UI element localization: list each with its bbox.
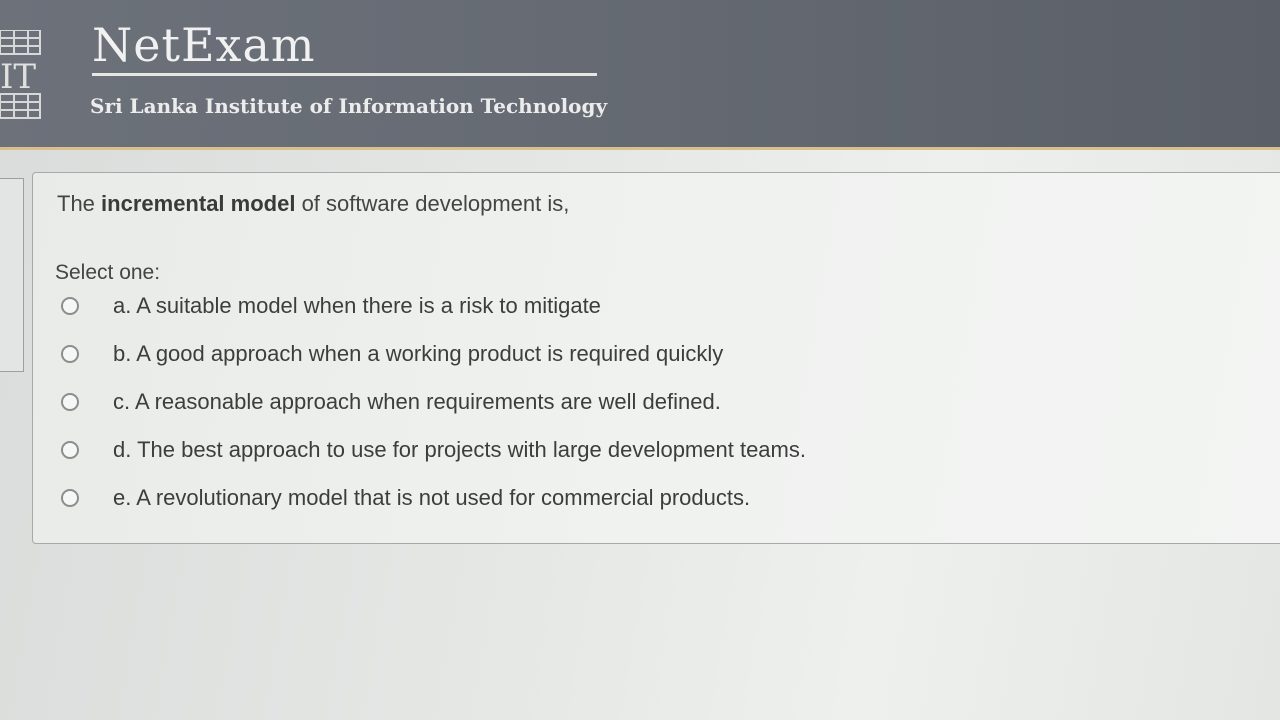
question-text: The incremental model of software develo… <box>57 191 569 217</box>
answer-option-b[interactable]: b. A good approach when a working produc… <box>61 339 723 369</box>
app-header: IT NetExam Sri Lanka Institute of Inform… <box>0 0 1280 150</box>
answer-option-label[interactable]: b. A good approach when a working produc… <box>113 341 724 366</box>
answer-option-label[interactable]: d. The best approach to use for projects… <box>113 437 806 462</box>
answer-option-label[interactable]: a. A suitable model when there is a risk… <box>113 293 601 318</box>
answer-option-label[interactable]: c. A reasonable approach when requiremen… <box>113 389 721 414</box>
select-one-label: Select one: <box>55 261 161 284</box>
brand-divider <box>92 73 597 76</box>
answer-option-e[interactable]: e. A revolutionary model that is not use… <box>61 483 750 513</box>
radio-button[interactable] <box>61 489 79 507</box>
radio-button[interactable] <box>61 441 79 459</box>
brand-title: NetExam <box>92 18 316 72</box>
brand-subtitle: Sri Lanka Institute of Information Techn… <box>90 94 608 118</box>
radio-button[interactable] <box>61 393 79 411</box>
answer-option-c[interactable]: c. A reasonable approach when requiremen… <box>61 387 721 417</box>
question-text-prefix: The <box>57 191 95 216</box>
svg-text:IT: IT <box>0 57 36 97</box>
question-text-suffix: of software development is, <box>301 191 570 216</box>
question-nav-tab[interactable] <box>0 178 24 372</box>
question-panel: The incremental model of software develo… <box>32 172 1280 544</box>
sliit-logo-icon: IT <box>0 30 41 119</box>
question-emphasis: incremental model <box>101 191 296 216</box>
radio-button[interactable] <box>61 345 79 363</box>
answer-option-a[interactable]: a. A suitable model when there is a risk… <box>61 291 601 321</box>
answer-option-label[interactable]: e. A revolutionary model that is not use… <box>113 485 751 510</box>
radio-button[interactable] <box>61 297 79 315</box>
answer-option-d[interactable]: d. The best approach to use for projects… <box>61 435 806 465</box>
